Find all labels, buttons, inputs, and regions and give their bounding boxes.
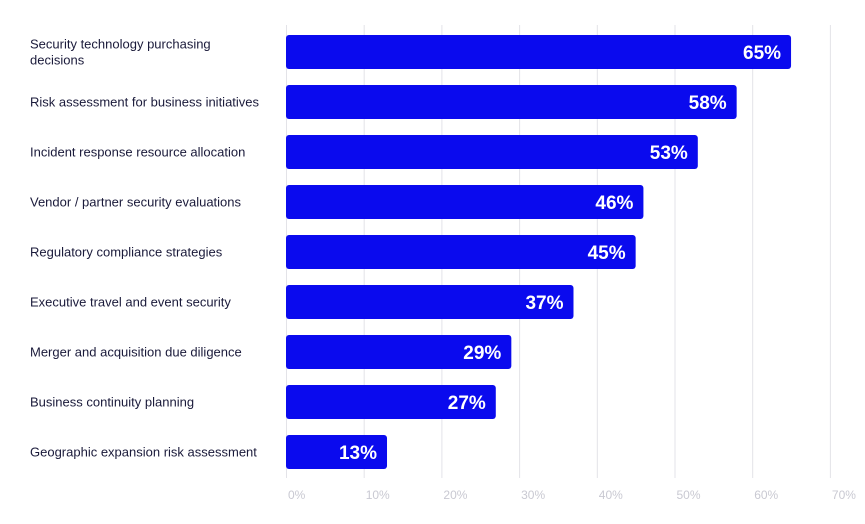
category-label: Vendor / partner security evaluations <box>30 195 242 210</box>
bar-value-label: 29% <box>463 343 501 364</box>
category-label-line: Business continuity planning <box>30 395 194 410</box>
bar <box>286 235 636 269</box>
category-label: Regulatory compliance strategies <box>30 245 223 260</box>
x-tick-label: 20% <box>443 488 467 502</box>
bar-value-label: 45% <box>588 243 626 264</box>
category-label: Incident response resource allocation <box>30 145 245 160</box>
category-label-line: Risk assessment for business initiatives <box>30 95 260 110</box>
x-tick-label: 70% <box>832 488 856 502</box>
bar-value-label: 37% <box>525 293 563 314</box>
category-label-line: Security technology purchasing <box>30 37 211 52</box>
category-label-line: Merger and acquisition due diligence <box>30 345 242 360</box>
category-label-line: Regulatory compliance strategies <box>30 245 223 260</box>
category-label-line: Geographic expansion risk assessment <box>30 445 257 460</box>
bar <box>286 435 388 469</box>
bar <box>286 185 644 219</box>
category-label: Executive travel and event security <box>30 295 231 310</box>
bar <box>286 135 698 169</box>
bar-value-label: 13% <box>339 443 377 464</box>
category-labels: Security technology purchasing decisions R… <box>30 37 260 460</box>
bar <box>286 85 737 119</box>
x-tick-label: 0% <box>288 488 306 502</box>
x-axis-ticks: 0% 10% 20% 30% 40% 50% 60% 70% <box>288 488 856 502</box>
bar <box>286 385 496 419</box>
bar <box>286 335 512 369</box>
bar <box>286 35 792 69</box>
bar-value-label: 65% <box>743 43 781 64</box>
bar <box>286 285 574 319</box>
x-tick-label: 30% <box>521 488 545 502</box>
x-tick-label: 10% <box>366 488 390 502</box>
bar-value-label: 53% <box>650 143 688 164</box>
category-label: Business continuity planning <box>30 395 194 410</box>
bar-value-label: 58% <box>689 93 727 114</box>
category-label-line: decisions <box>30 53 85 68</box>
category-label-line: Executive travel and event security <box>30 295 231 310</box>
category-label-line: Incident response resource allocation <box>30 145 245 160</box>
category-label: Merger and acquisition due diligence <box>30 345 242 360</box>
category-label: Risk assessment for business initiatives <box>30 95 260 110</box>
category-label-line: Vendor / partner security evaluations <box>30 195 242 210</box>
category-label: Geographic expansion risk assessment <box>30 445 257 460</box>
bars: 65% 58% 53% 46% 45% 37% 29% 27% 13% <box>286 35 792 469</box>
bar-value-label: 27% <box>448 393 486 414</box>
x-tick-label: 40% <box>599 488 623 502</box>
x-tick-label: 50% <box>677 488 701 502</box>
category-label: Security technology purchasing decisions <box>30 37 211 68</box>
bar-value-label: 46% <box>595 193 633 214</box>
x-tick-label: 60% <box>754 488 778 502</box>
